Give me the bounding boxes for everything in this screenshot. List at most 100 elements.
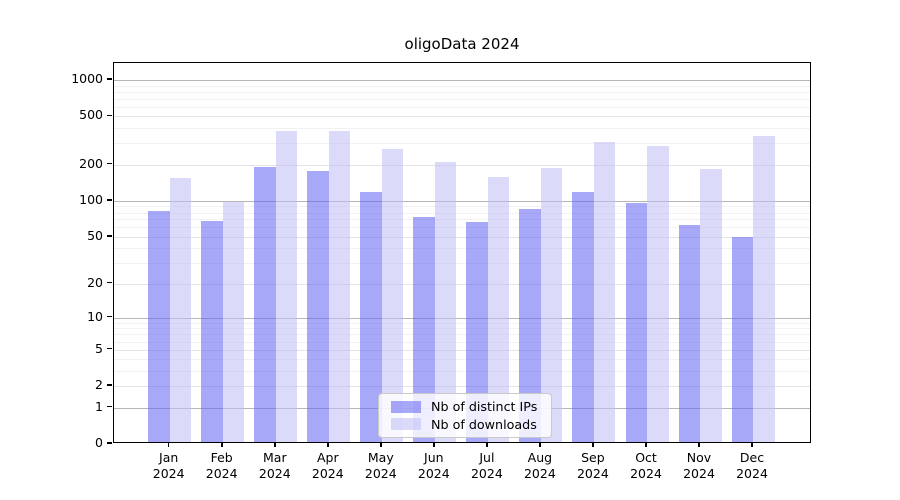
x-label-year: 2024 bbox=[205, 465, 238, 481]
y-tick-label-50: 50 bbox=[87, 227, 103, 243]
x-label-year: 2024 bbox=[736, 465, 768, 481]
y-tick-5 bbox=[107, 347, 112, 350]
x-tick-label-apr: Apr 2024 bbox=[296, 450, 360, 481]
bar-downloads-dec bbox=[753, 136, 775, 442]
y-tick-500 bbox=[107, 114, 112, 117]
bar-downloads-mar bbox=[275, 130, 298, 442]
bar-downloads-jan bbox=[169, 178, 192, 442]
bar-downloads-oct bbox=[647, 146, 669, 442]
x-tick-oct bbox=[645, 442, 647, 447]
bar-downloads-may bbox=[381, 149, 404, 442]
bar-downloads-nov bbox=[700, 169, 722, 442]
y-tick-label-5: 5 bbox=[95, 340, 103, 356]
chart-title: oligoData 2024 bbox=[404, 35, 520, 53]
x-tick-label-jan: Jan 2024 bbox=[137, 450, 201, 481]
gridline-minor bbox=[114, 106, 810, 108]
legend-label-downloads: Nb of downloads bbox=[431, 416, 537, 432]
bar-distinct-ips-mar bbox=[254, 166, 276, 442]
x-tick-label-nov: Nov 2024 bbox=[667, 450, 731, 481]
gridline-minor bbox=[114, 328, 810, 330]
x-label-month: Feb bbox=[210, 450, 233, 465]
bar-distinct-ips-jan bbox=[148, 210, 170, 442]
y-tick-0 bbox=[107, 442, 112, 444]
bar-distinct-ips-nov bbox=[678, 224, 700, 442]
x-tick-jan bbox=[167, 442, 170, 447]
x-tick-may bbox=[380, 442, 382, 447]
x-label-month: Jan bbox=[159, 450, 179, 465]
x-tick-label-may: May 2024 bbox=[349, 450, 413, 481]
y-tick-10 bbox=[107, 315, 112, 318]
x-tick-label-jul: Jul 2024 bbox=[455, 450, 519, 481]
bar-distinct-ips-sep bbox=[572, 191, 594, 442]
bar-downloads-feb bbox=[222, 201, 245, 442]
bar-distinct-ips-apr bbox=[307, 171, 329, 442]
gridline-2 bbox=[114, 386, 810, 388]
y-tick-2 bbox=[107, 384, 112, 386]
gridline-minor bbox=[114, 263, 810, 265]
x-label-year: 2024 bbox=[470, 465, 503, 481]
y-tick-1000 bbox=[107, 78, 112, 80]
y-tick-50 bbox=[107, 235, 112, 237]
x-label-month: Mar bbox=[263, 450, 287, 465]
x-tick-apr bbox=[327, 442, 329, 447]
bar-distinct-ips-jun bbox=[413, 216, 435, 442]
y-tick-label-1: 1 bbox=[95, 398, 103, 414]
gridline-minor bbox=[114, 371, 810, 372]
gridline-minor bbox=[114, 359, 810, 361]
gridline-minor bbox=[114, 219, 810, 221]
bar-distinct-ips-may bbox=[360, 192, 382, 442]
x-tick-feb bbox=[221, 442, 223, 447]
x-tick-label-feb: Feb 2024 bbox=[190, 450, 254, 481]
x-label-month: Nov bbox=[686, 450, 712, 465]
x-tick-jul bbox=[486, 442, 488, 447]
x-label-month: Jul bbox=[479, 450, 495, 465]
x-tick-label-jun: Jun 2024 bbox=[402, 450, 466, 481]
x-label-month: Oct bbox=[635, 450, 657, 465]
x-label-year: 2024 bbox=[630, 465, 662, 481]
y-tick-label-1000: 1000 bbox=[71, 71, 103, 86]
x-label-year: 2024 bbox=[364, 465, 397, 481]
x-tick-dec bbox=[751, 442, 753, 447]
bar-distinct-ips-feb bbox=[201, 220, 223, 442]
bar-downloads-sep bbox=[593, 142, 616, 442]
gridline-100 bbox=[114, 200, 810, 202]
gridline-minor bbox=[114, 212, 810, 214]
y-tick-100 bbox=[107, 199, 112, 201]
x-label-year: 2024 bbox=[417, 465, 450, 481]
gridline-5 bbox=[114, 349, 810, 351]
bar-distinct-ips-jul bbox=[466, 222, 488, 442]
y-tick-label-2: 2 bbox=[95, 377, 103, 393]
y-tick-label-0: 0 bbox=[95, 435, 103, 450]
y-tick-200 bbox=[107, 162, 112, 165]
x-label-year: 2024 bbox=[683, 465, 715, 481]
gridline-minor bbox=[114, 248, 810, 250]
gridline-200 bbox=[114, 164, 810, 166]
bar-distinct-ips-aug bbox=[519, 208, 541, 442]
bar-distinct-ips-oct bbox=[625, 202, 647, 442]
legend-item-distinct-ips: Nb of distinct IPs bbox=[391, 399, 539, 414]
y-tick-1 bbox=[107, 405, 112, 408]
gridline-minor bbox=[114, 334, 810, 336]
x-label-year: 2024 bbox=[311, 465, 344, 481]
x-tick-aug bbox=[539, 442, 541, 447]
legend-label-distinct-ips: Nb of distinct IPs bbox=[431, 399, 538, 415]
y-tick-label-20: 20 bbox=[87, 274, 103, 290]
x-label-month: Apr bbox=[316, 450, 339, 465]
x-tick-jun bbox=[433, 442, 435, 447]
x-tick-label-oct: Oct 2024 bbox=[614, 450, 678, 481]
gridline-minor bbox=[114, 98, 810, 100]
gridline-minor bbox=[114, 85, 810, 87]
x-label-month: May bbox=[367, 450, 394, 465]
gridline-minor bbox=[114, 206, 810, 208]
gridline-10 bbox=[114, 317, 810, 319]
x-label-year: 2024 bbox=[523, 465, 556, 481]
legend-item-downloads: Nb of downloads bbox=[391, 417, 539, 432]
gridline-minor bbox=[114, 322, 810, 324]
x-tick-label-sep: Sep 2024 bbox=[561, 450, 625, 481]
plot-area: Nb of distinct IPs Nb of downloads bbox=[113, 62, 811, 443]
gridline-1000 bbox=[114, 80, 810, 81]
x-label-year: 2024 bbox=[152, 465, 185, 481]
x-tick-label-mar: Mar 2024 bbox=[243, 450, 307, 481]
bar-downloads-aug bbox=[540, 168, 563, 442]
